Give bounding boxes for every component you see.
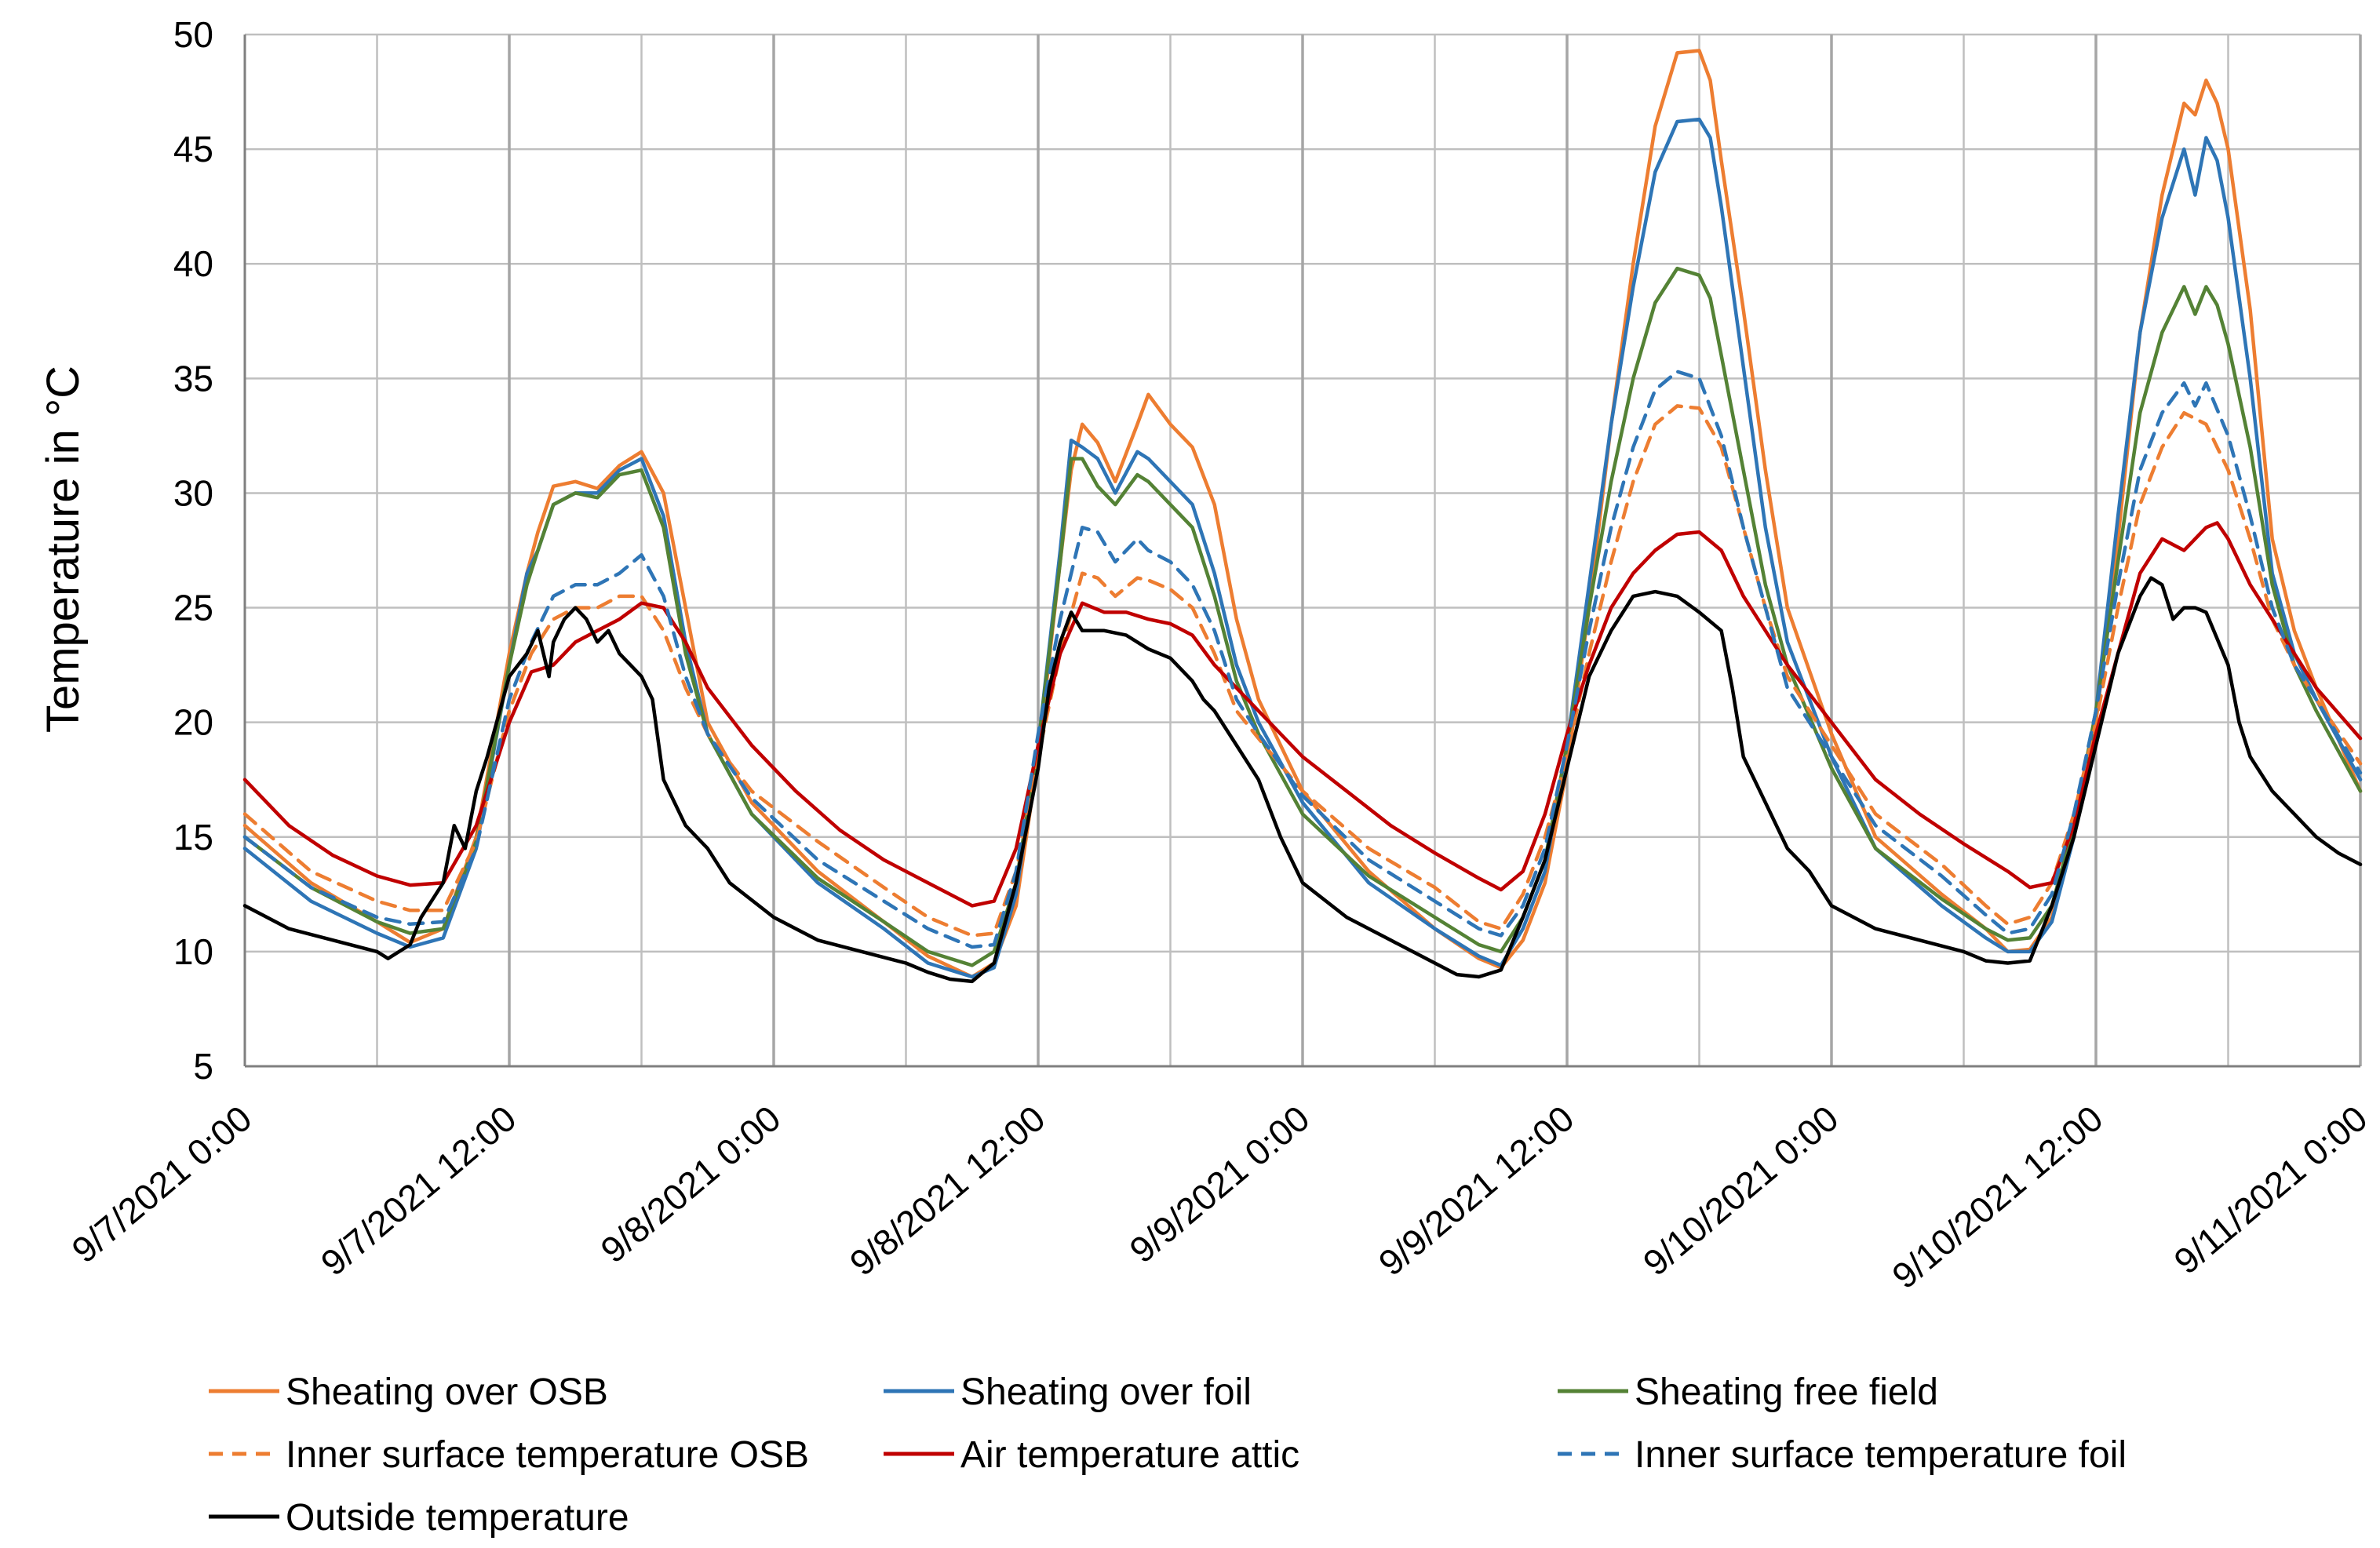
y-tick-label: 40 xyxy=(173,243,213,284)
x-tick-label: 9/10/2021 12:00 xyxy=(1884,1098,2110,1297)
x-tick-label: 9/10/2021 0:00 xyxy=(1635,1098,1846,1284)
legend-label: Inner surface temperature foil xyxy=(1635,1434,2127,1476)
legend-label: Inner surface temperature OSB xyxy=(286,1434,809,1476)
series-line-6 xyxy=(242,370,2363,949)
legend-label: Sheating free field xyxy=(1635,1371,1938,1413)
axes xyxy=(243,35,2360,1068)
y-tick-labels: 5 10 15 20 25 30 35 40 45 50 xyxy=(173,14,213,1087)
legend-label: Sheating over OSB xyxy=(286,1371,608,1413)
legend-label: Outside temperature xyxy=(286,1497,629,1539)
x-tick-label: 9/9/2021 12:00 xyxy=(1371,1098,1582,1284)
y-tick-label: 10 xyxy=(173,931,213,972)
y-tick-label: 50 xyxy=(173,14,213,55)
legend-label: Air temperature attic xyxy=(960,1434,1299,1476)
x-tick-labels: 9/7/2021 0:00 9/7/2021 12:00 9/8/2021 0:00… xyxy=(64,1098,2375,1297)
y-tick-label: 35 xyxy=(173,358,213,399)
y-axis-title: Temperature in °C xyxy=(38,366,89,733)
grid-lines xyxy=(245,33,2362,1066)
x-tick-label: 9/9/2021 0:00 xyxy=(1121,1098,1317,1271)
legend: Sheating over OSB Sheating over foil Sheat… xyxy=(209,1371,2127,1539)
y-tick-label: 30 xyxy=(173,472,213,513)
y-tick-label: 15 xyxy=(173,817,213,858)
x-tick-label: 9/7/2021 12:00 xyxy=(313,1098,524,1284)
legend-label: Sheating over foil xyxy=(960,1371,1252,1413)
series-line-7 xyxy=(242,576,2363,984)
y-tick-label: 5 xyxy=(193,1046,213,1087)
x-tick-label: 9/8/2021 12:00 xyxy=(842,1098,1053,1284)
x-tick-label: 9/11/2021 0:00 xyxy=(2166,1098,2375,1282)
series-line-5 xyxy=(242,521,2363,908)
y-tick-label: 25 xyxy=(173,588,213,628)
y-tick-label: 45 xyxy=(173,129,213,169)
x-tick-label: 9/8/2021 0:00 xyxy=(592,1098,788,1271)
y-tick-label: 20 xyxy=(173,702,213,743)
x-tick-label: 9/7/2021 0:00 xyxy=(64,1098,259,1271)
series-lines xyxy=(242,49,2363,984)
